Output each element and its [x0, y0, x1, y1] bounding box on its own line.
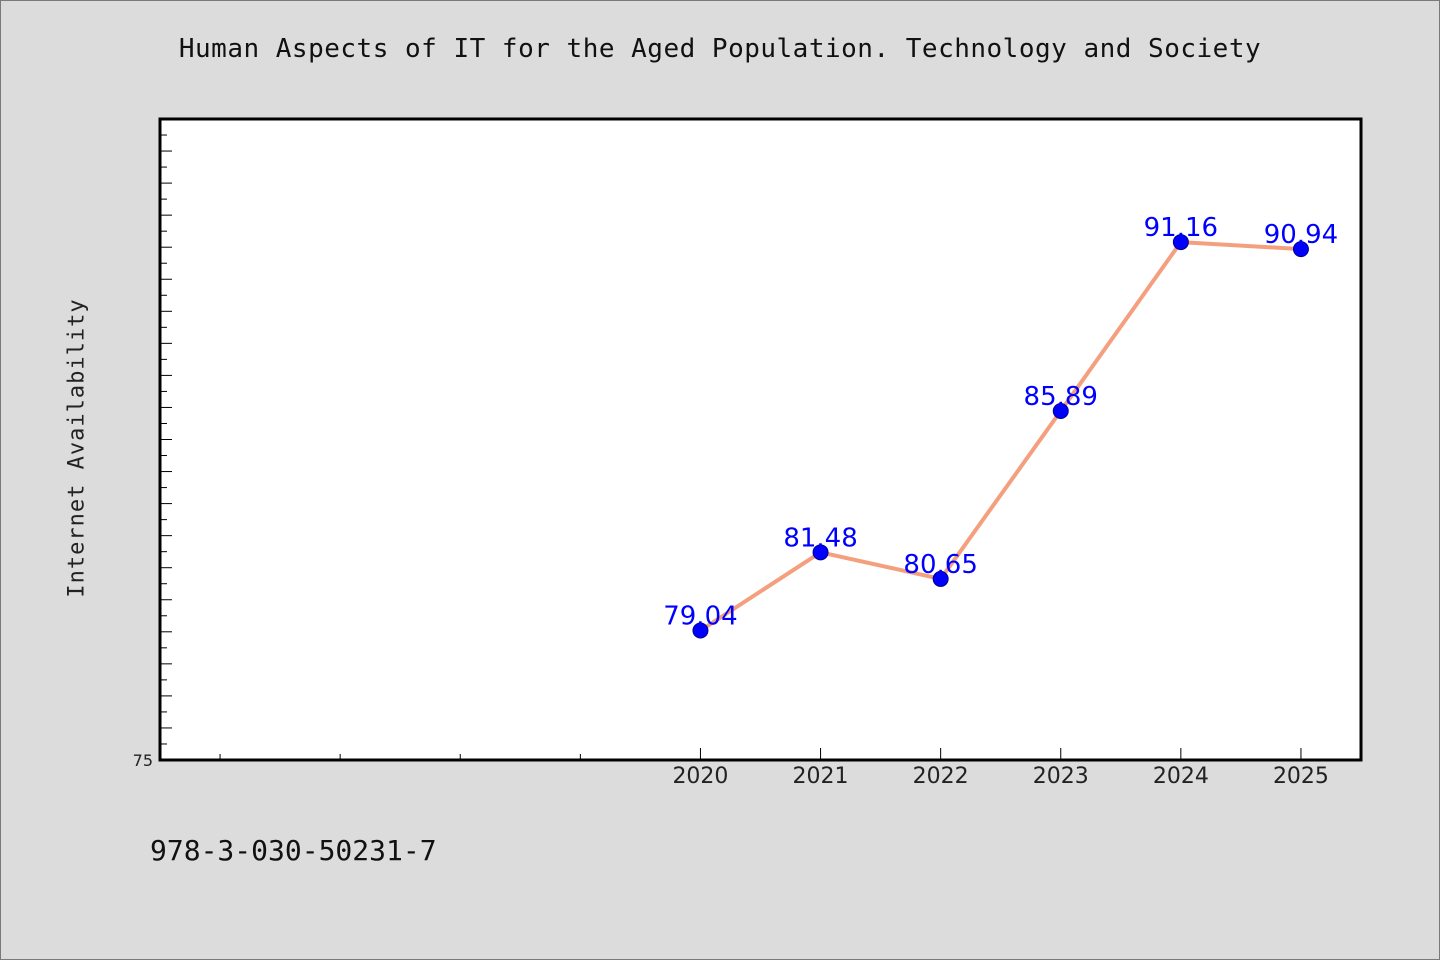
- data-label: 81.48: [783, 523, 857, 553]
- x-tick-label: 2022: [913, 764, 969, 789]
- x-tick-label: 2023: [1033, 764, 1089, 789]
- data-label: 80.65: [903, 550, 977, 580]
- data-point-marker: [1292, 241, 1309, 258]
- data-label: 91.16: [1144, 213, 1218, 243]
- x-axis-tick-labels: 2020 2021 2022 2023 2024 2025: [672, 764, 1328, 789]
- data-label: 85.89: [1024, 382, 1098, 412]
- plot-area: [158, 117, 1363, 762]
- x-axis-ticks: [219, 748, 1302, 760]
- series-markers: [692, 234, 1309, 639]
- data-point-marker: [1172, 234, 1189, 251]
- data-labels: 79.04 81.48 80.65 85.89 91.16 90.94: [663, 213, 1338, 631]
- data-point-marker: [812, 544, 829, 561]
- data-point-marker: [1052, 402, 1069, 419]
- isbn-text: 978-3-030-50231-7: [150, 834, 437, 867]
- chart-title: Human Aspects of IT for the Aged Populat…: [178, 34, 1262, 64]
- data-label: 79.04: [663, 602, 737, 632]
- series-line: [699, 240, 1302, 633]
- x-tick-label: 2020: [672, 764, 728, 789]
- x-tick-label: 2024: [1153, 764, 1209, 789]
- data-point-marker: [932, 570, 949, 587]
- x-tick-label: 2021: [793, 764, 849, 789]
- y-axis-ticks: [160, 134, 172, 745]
- data-label: 90.94: [1264, 220, 1338, 250]
- y-tick-label-min: 75: [133, 751, 153, 770]
- data-point-marker: [692, 622, 709, 639]
- x-tick-label: 2025: [1273, 764, 1329, 789]
